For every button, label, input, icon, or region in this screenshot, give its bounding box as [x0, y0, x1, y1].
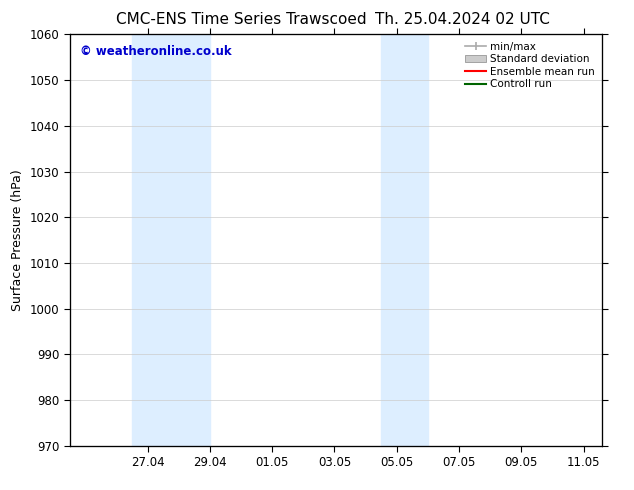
- Text: CMC-ENS Time Series Trawscoed: CMC-ENS Time Series Trawscoed: [115, 12, 366, 27]
- Y-axis label: Surface Pressure (hPa): Surface Pressure (hPa): [11, 169, 24, 311]
- Legend: min/max, Standard deviation, Ensemble mean run, Controll run: min/max, Standard deviation, Ensemble me…: [461, 37, 599, 94]
- Text: Th. 25.04.2024 02 UTC: Th. 25.04.2024 02 UTC: [375, 12, 550, 27]
- Text: © weatheronline.co.uk: © weatheronline.co.uk: [81, 45, 232, 58]
- Bar: [381, 34, 428, 446]
- Bar: [132, 34, 210, 446]
